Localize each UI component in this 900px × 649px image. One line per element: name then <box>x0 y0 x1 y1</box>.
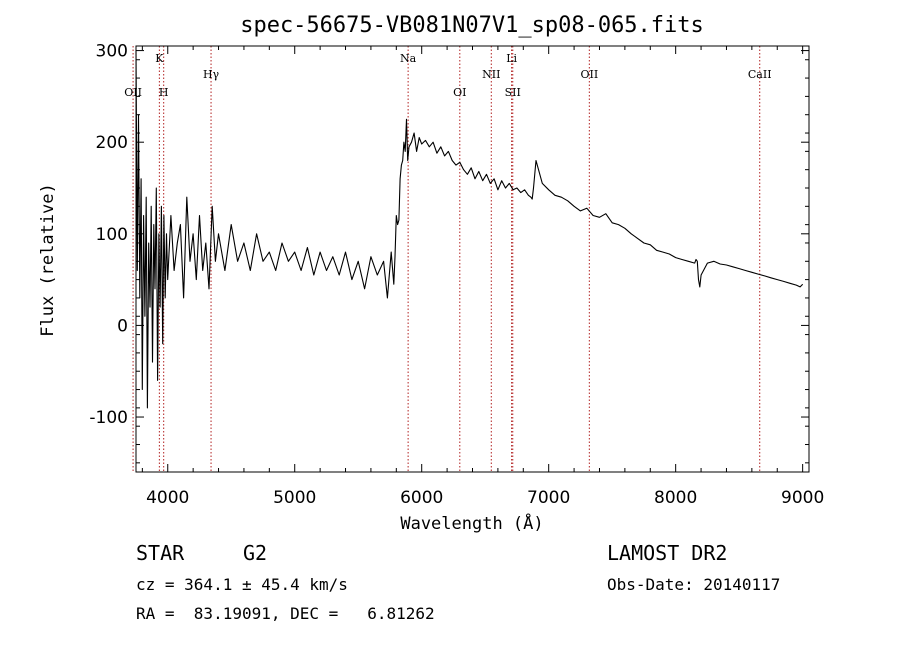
object-class: STAR <box>136 541 185 565</box>
x-tick-label: 6000 <box>400 488 443 508</box>
spectral-line-markers <box>132 46 761 472</box>
object-subclass: G2 <box>243 541 268 565</box>
y-tick-label: -100 <box>89 408 128 428</box>
y-tick-label: 100 <box>96 225 128 245</box>
spectral-line-label: CaII <box>748 68 772 81</box>
data-release: LAMOST DR2 <box>607 541 728 565</box>
y-tick-label: 200 <box>96 133 128 153</box>
redshift-velocity: cz = 364.1 ± 45.4 km/s <box>136 575 348 594</box>
x-axis-ticks: 4000 5000 6000 7000 8000 9000 <box>141 46 824 508</box>
spectral-line-label: K <box>155 52 164 65</box>
sky-coordinates: RA = 83.19091, DEC = 6.81262 <box>136 604 435 623</box>
spectral-line-label: OII <box>580 68 598 81</box>
x-tick-label: 5000 <box>273 488 316 508</box>
spectral-line-label: OII <box>124 86 142 99</box>
spectral-line-label: Hγ <box>203 68 220 81</box>
spectral-line-label: NII <box>482 68 500 81</box>
spectral-line-labels: OII K H Hγ Na OI NII Li SII OII CaII <box>124 52 771 99</box>
x-tick-label: 4000 <box>146 488 189 508</box>
y-tick-label: 300 <box>96 42 128 62</box>
spectrum-series <box>135 50 804 409</box>
x-tick-label: 9000 <box>781 488 824 508</box>
observation-date: Obs-Date: 20140117 <box>607 575 781 594</box>
x-tick-label: 8000 <box>654 488 697 508</box>
x-axis-label: Wavelength (Å) <box>400 512 543 534</box>
spectral-line-label: OI <box>453 86 466 99</box>
spectral-line-label: Li <box>506 52 517 65</box>
y-axis-ticks: -100 0 100 200 300 <box>89 42 809 464</box>
x-tick-label: 7000 <box>527 488 570 508</box>
spectral-line-label: Na <box>400 52 417 65</box>
chart-title: spec-56675-VB081N07V1_sp08-065.fits <box>240 13 704 38</box>
y-tick-label: 0 <box>117 316 128 336</box>
y-axis-label: Flux (relative) <box>38 183 58 337</box>
spectral-line-label: SII <box>505 86 521 99</box>
spectral-line-label: H <box>159 86 169 99</box>
